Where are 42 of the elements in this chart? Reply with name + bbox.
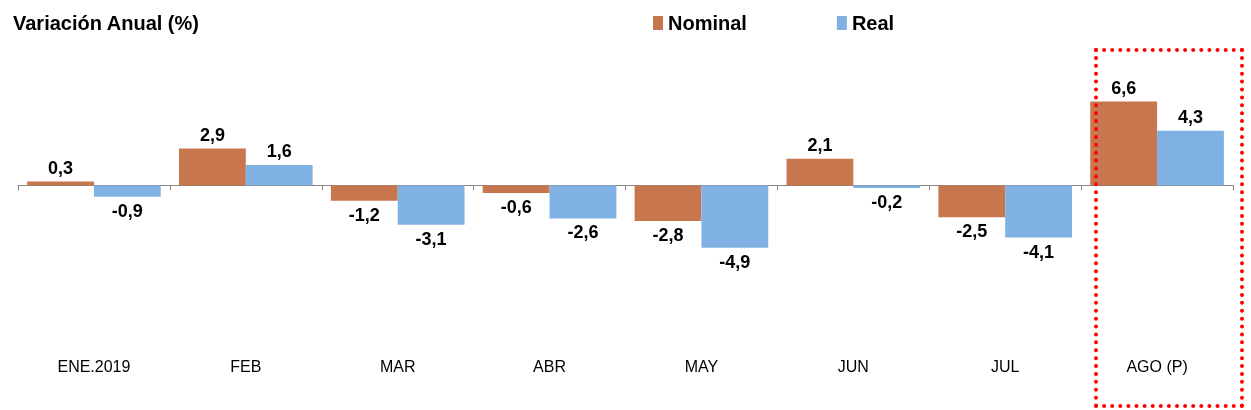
x-tick-label: JUL <box>990 357 1020 375</box>
x-tick-label: AGO (P) <box>1126 357 1188 375</box>
bar <box>93 185 161 197</box>
data-label: 0,3 <box>48 157 74 178</box>
data-label: -0,2 <box>871 191 903 212</box>
data-label: -2,6 <box>567 222 599 243</box>
x-tick-label: MAR <box>379 357 416 375</box>
bar <box>1090 101 1158 186</box>
data-label: -2,8 <box>652 225 684 246</box>
data-label: -1,2 <box>348 204 380 225</box>
x-tick-label: FEB <box>230 357 262 375</box>
bar <box>1005 185 1073 238</box>
bar <box>853 185 921 188</box>
data-label: -2,5 <box>956 221 988 242</box>
bar <box>786 158 854 186</box>
x-tick-label: JUN <box>837 357 869 375</box>
legend-label: Nominal <box>668 12 747 34</box>
bar <box>1157 130 1224 186</box>
bar <box>397 185 465 225</box>
x-tick-label: ENE.2019 <box>57 357 131 375</box>
data-label: 4,3 <box>1177 106 1203 127</box>
bar <box>938 185 1006 218</box>
data-label: 6,6 <box>1111 77 1137 98</box>
bar <box>701 185 769 248</box>
data-label: -4,1 <box>1023 241 1055 262</box>
bar <box>330 185 398 201</box>
bar <box>482 185 550 194</box>
data-label: -3,1 <box>415 228 447 249</box>
data-label: 2,9 <box>199 124 225 145</box>
legend-label: Real <box>851 12 895 34</box>
bar <box>634 185 702 222</box>
x-tick-label: MAY <box>684 357 719 375</box>
x-tick-label: ABR <box>533 357 567 375</box>
chart-title: Variación Anual (%) <box>13 12 199 34</box>
bar <box>245 165 313 186</box>
data-label: 1,6 <box>266 141 292 162</box>
data-label: -4,9 <box>719 251 751 272</box>
data-label: -0,9 <box>111 200 143 221</box>
data-label: 2,1 <box>807 134 833 155</box>
bar <box>549 185 617 219</box>
data-label: -0,6 <box>500 197 532 218</box>
bar <box>178 148 246 186</box>
